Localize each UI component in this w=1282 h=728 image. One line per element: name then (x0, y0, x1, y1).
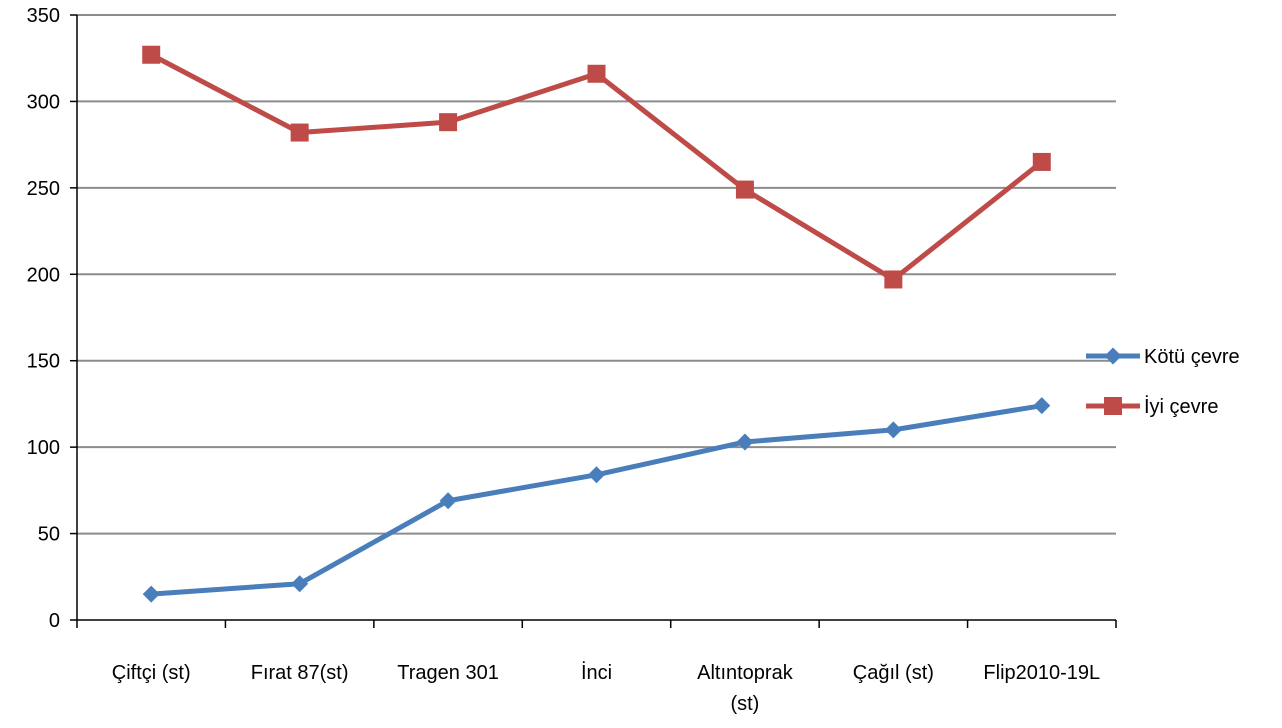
y-tick-label: 300 (27, 91, 60, 113)
y-tick-label: 350 (27, 5, 60, 27)
series-line-kotu-cevre (148, 403, 1045, 597)
legend-label: Kötü çevre (1144, 346, 1240, 368)
legend-marker-diamond (1104, 347, 1122, 365)
legend-marker-square (1104, 397, 1122, 415)
y-tick-label: 250 (27, 178, 60, 200)
x-category-label: Flip2010-19L (983, 662, 1100, 684)
x-category-label: Altıntoprak (697, 662, 794, 684)
x-category-label: Fırat 87(st) (251, 662, 349, 684)
data-point-iyi-cevre (290, 123, 309, 142)
y-tick-label: 150 (27, 351, 60, 373)
data-point-kotu-cevre (1033, 397, 1051, 415)
data-point-iyi-cevre (884, 270, 903, 289)
x-category-label: Çiftçi (st) (112, 662, 191, 684)
series-line-iyi-cevre (148, 52, 1045, 282)
legend-label: İyi çevre (1144, 395, 1218, 418)
x-category-label: Tragen 301 (397, 662, 499, 684)
y-tick-label: 50 (38, 524, 60, 546)
data-point-kotu-cevre (588, 466, 605, 484)
x-category-label: Çağıl (st) (853, 662, 934, 684)
data-point-iyi-cevre (587, 64, 606, 83)
data-point-iyi-cevre (142, 45, 161, 64)
data-point-kotu-cevre (142, 585, 160, 603)
data-point-iyi-cevre (439, 113, 458, 132)
data-point-kotu-cevre (884, 421, 902, 439)
y-tick-label: 0 (49, 610, 60, 632)
data-point-kotu-cevre (736, 433, 754, 451)
y-tick-label: 100 (27, 437, 60, 459)
data-point-kotu-cevre (439, 492, 457, 510)
data-point-iyi-cevre (1032, 152, 1051, 171)
x-category-label: İnci (581, 661, 612, 684)
y-tick-label: 200 (27, 264, 60, 286)
data-point-iyi-cevre (735, 180, 754, 199)
data-point-kotu-cevre (291, 575, 309, 593)
x-category-label: (st) (730, 693, 759, 715)
